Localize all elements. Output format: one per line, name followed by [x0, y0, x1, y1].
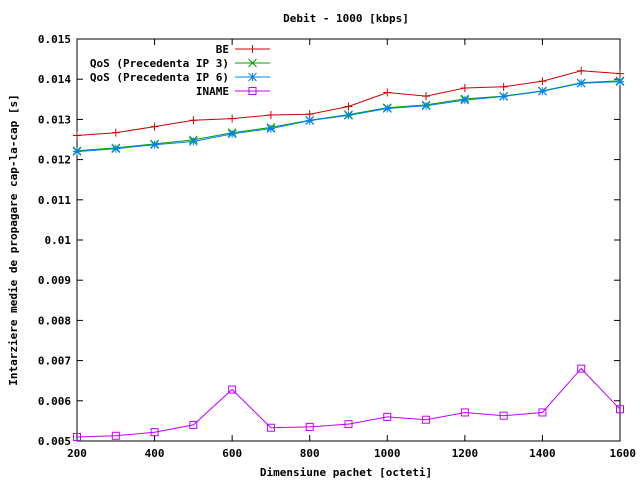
data-point: [499, 411, 508, 420]
data-point: [227, 129, 237, 139]
legend-marker: [248, 58, 257, 68]
data-point: [422, 92, 431, 101]
data-point: [266, 124, 276, 133]
data-point: [344, 111, 353, 120]
data-point: [305, 116, 315, 125]
legend-label: QoS (Precedenta IP 6): [90, 71, 229, 84]
y-tick-label: 0.011: [38, 194, 71, 207]
data-point: [538, 77, 547, 86]
legend-label: QoS (Precedenta IP 3): [90, 57, 229, 70]
data-point: [382, 104, 392, 113]
legend-marker: [248, 72, 257, 82]
data-point: [538, 408, 547, 417]
y-tick-label: 0.014: [38, 73, 71, 86]
data-point: [499, 82, 508, 91]
series-3: [73, 364, 624, 441]
data-point: [228, 385, 237, 394]
data-point: [460, 408, 469, 417]
y-tick-label: 0.008: [38, 314, 71, 327]
x-tick-label: 800: [300, 447, 320, 460]
data-point: [150, 428, 159, 437]
plot-frame: [76, 38, 621, 442]
y-tick-label: 0.012: [38, 154, 71, 167]
data-point: [189, 116, 198, 125]
data-point: [72, 147, 82, 156]
y-axis-title: Intarziere medie de propagare cap-la-cap…: [7, 94, 20, 385]
data-point: [383, 412, 392, 421]
data-point: [577, 66, 586, 75]
data-point: [344, 102, 353, 111]
data-point: [150, 122, 159, 131]
y-tick-label: 0.009: [38, 274, 71, 287]
legend-marker: [248, 87, 257, 95]
y-tick-label: 0.005: [38, 435, 71, 448]
data-point: [422, 415, 431, 424]
data-point: [616, 69, 624, 78]
data-point: [460, 95, 470, 105]
data-point: [421, 101, 431, 111]
y-tick-label: 0.01: [45, 234, 72, 247]
data-point: [189, 420, 198, 429]
data-point: [615, 77, 625, 86]
y-axis: 0.005 0.006 0.007 0.008 0.009 0.01 0.011 0.012 0…: [38, 33, 620, 448]
data-point: [344, 420, 353, 429]
x-axis: 200 400 600 800 1000 1200 1400 1600: [67, 39, 636, 460]
y-tick-label: 0.013: [38, 113, 71, 126]
legend-marker: [248, 45, 257, 53]
data-point: [577, 364, 586, 373]
data-point: [189, 137, 198, 146]
x-tick-label: 600: [222, 447, 242, 460]
x-axis-title: Dimensiune pachet [octeti]: [260, 466, 432, 479]
data-point: [305, 422, 314, 431]
data-point: [73, 432, 81, 441]
x-tick-label: 200: [67, 447, 87, 460]
series-0: [73, 66, 624, 140]
data-point: [111, 431, 120, 440]
legend-label: INAME: [196, 85, 229, 98]
data-point: [266, 110, 275, 119]
x-tick-label: 1400: [529, 447, 556, 460]
data-point: [111, 128, 120, 137]
x-tick-label: 1600: [610, 447, 637, 460]
data-point: [460, 84, 469, 93]
y-tick-label: 0.015: [38, 33, 71, 46]
data-point: [73, 131, 81, 140]
data-point: [150, 140, 159, 150]
x-tick-label: 400: [145, 447, 165, 460]
y-tick-label: 0.007: [38, 355, 71, 368]
data-point: [499, 92, 508, 101]
chart-title: Debit - 1000 [kbps]: [283, 12, 409, 25]
data-point: [616, 405, 624, 414]
data-point: [576, 78, 586, 88]
data-point: [111, 144, 121, 154]
series-layer: [72, 66, 625, 441]
data-point: [538, 86, 547, 96]
series-line: [76, 367, 621, 438]
legend-label: BE: [216, 43, 229, 56]
x-tick-label: 1200: [452, 447, 479, 460]
series-2: [72, 77, 625, 156]
data-point: [383, 88, 392, 97]
y-tick-label: 0.006: [38, 395, 71, 408]
data-point: [228, 114, 237, 123]
data-point: [266, 423, 275, 432]
x-tick-label: 1000: [374, 447, 401, 460]
